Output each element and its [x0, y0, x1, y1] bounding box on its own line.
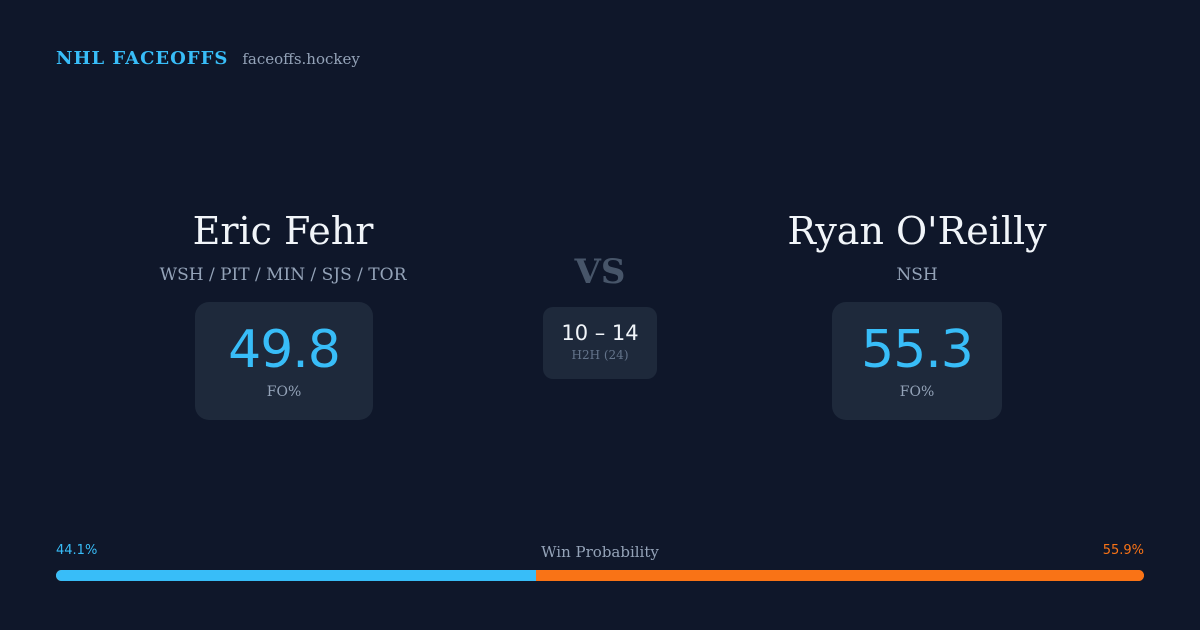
win-probability-title: Win Probability: [541, 543, 659, 561]
h2h-card: 10 – 14 H2H (24): [543, 307, 657, 379]
player-left-name: Eric Fehr: [192, 209, 374, 253]
player-right-name: Ryan O'Reilly: [787, 209, 1047, 253]
player-right-fo-value: 55.3: [861, 320, 974, 380]
brand-site[interactable]: faceoffs.hockey: [242, 50, 360, 68]
win-probability-bar-right: [535, 570, 1144, 581]
win-probability-bar-left: [56, 570, 536, 581]
player-left-teams: WSH / PIT / MIN / SJS / TOR: [159, 265, 407, 285]
win-probability-left-pct: 44.1%: [56, 543, 98, 558]
player-right-teams: NSH: [896, 265, 938, 285]
player-left-fo-label: FO%: [266, 384, 302, 400]
player-right-fo-label: FO%: [899, 384, 935, 400]
player-right: Ryan O'Reilly NSH: [717, 206, 1117, 286]
brand-header: NHL FACEOFFS faceoffs.hockey: [56, 48, 360, 69]
player-right-stat-card: 55.3 FO%: [832, 302, 1002, 420]
h2h-score: 10 – 14: [561, 321, 639, 345]
h2h-label: H2H (24): [571, 348, 629, 362]
win-probability-labels: 44.1% Win Probability 55.9%: [56, 543, 1144, 563]
win-probability-right-pct: 55.9%: [1102, 543, 1144, 558]
vs-label: VS: [574, 252, 626, 292]
player-left-fo-value: 49.8: [228, 320, 341, 380]
win-probability-bar: [56, 570, 1144, 581]
player-left-stat-card: 49.8 FO%: [195, 302, 373, 420]
player-left: Eric Fehr WSH / PIT / MIN / SJS / TOR: [83, 206, 483, 286]
brand-name[interactable]: NHL FACEOFFS: [56, 48, 229, 69]
